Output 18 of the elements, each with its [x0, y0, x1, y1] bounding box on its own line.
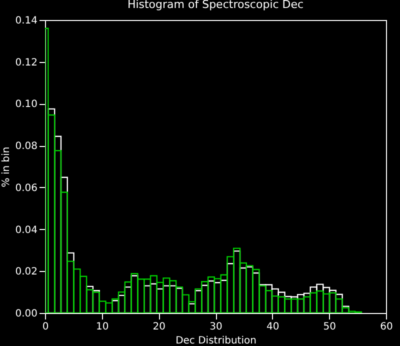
x-tick-label: 0: [42, 322, 49, 332]
y-tick-label: 0.12: [15, 57, 38, 68]
x-tick-label: 20: [152, 322, 166, 332]
y-axis-title: % in bin: [1, 146, 12, 188]
x-axis-title: Dec Distribution: [176, 336, 256, 346]
x-tick-label: 60: [380, 322, 393, 332]
x-tick-label: 40: [266, 322, 280, 332]
y-tick-label: 0.06: [15, 182, 38, 194]
x-tick-label: 50: [323, 322, 336, 332]
chart-title: Histogram of Spectroscopic Dec: [127, 0, 304, 11]
y-tick-label: 0.10: [15, 99, 38, 110]
y-tick-label: 0.04: [15, 224, 38, 236]
y-tick-label: 0.00: [15, 308, 38, 320]
y-tick-label: 0.08: [15, 141, 38, 152]
y-tick-label: 0.14: [15, 16, 38, 26]
x-tick-label: 10: [96, 322, 109, 332]
x-tick-label: 30: [210, 322, 222, 332]
y-tick-label: 0.02: [15, 266, 38, 278]
